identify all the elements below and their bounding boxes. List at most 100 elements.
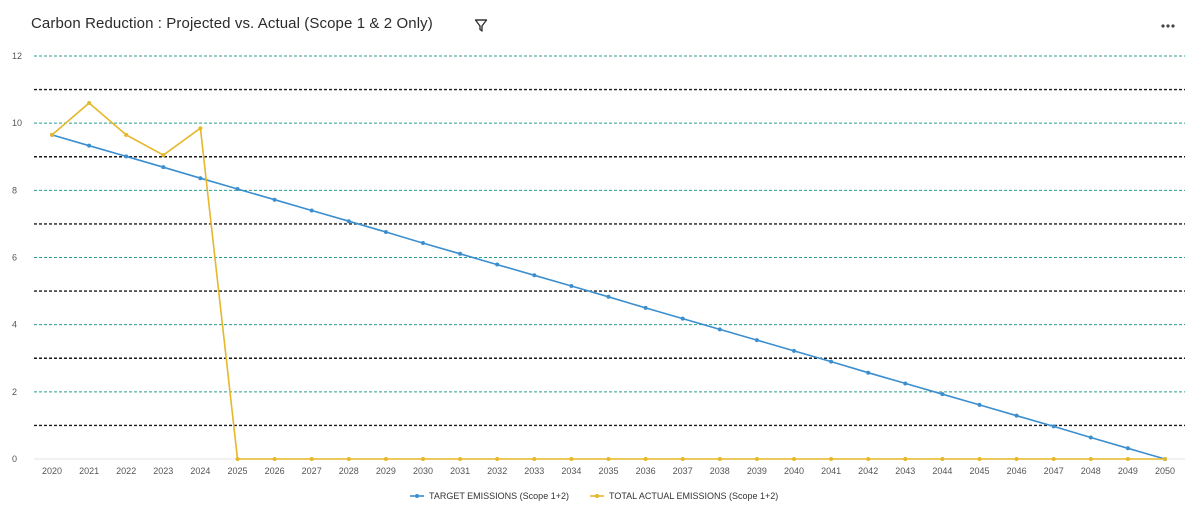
x-tick-label: 2048: [1081, 466, 1101, 476]
x-tick-label: 2030: [413, 466, 433, 476]
x-tick-label: 2041: [821, 466, 841, 476]
data-point: [458, 251, 463, 256]
data-point: [309, 457, 314, 461]
data-point: [977, 402, 982, 407]
data-point: [161, 165, 166, 170]
data-point: [1163, 457, 1167, 461]
data-point: [754, 457, 759, 461]
data-point: [161, 153, 166, 158]
data-point: [198, 176, 203, 181]
data-point: [680, 316, 685, 321]
series-line-2: [51, 102, 1165, 460]
data-point: [124, 154, 129, 159]
data-point: [272, 197, 277, 202]
y-tick-label: 6: [12, 253, 17, 263]
filter-icon[interactable]: [474, 17, 488, 33]
x-tick-label: 2031: [450, 466, 470, 476]
x-tick-label: 2038: [710, 466, 730, 476]
data-point: [829, 359, 834, 364]
data-point: [421, 241, 425, 246]
data-point: [792, 348, 796, 353]
y-tick-label: 0: [12, 454, 17, 464]
x-tick-label: 2033: [524, 466, 544, 476]
data-point: [1014, 457, 1019, 461]
data-point: [383, 457, 388, 461]
data-point: [1051, 457, 1056, 461]
legend-swatch-marker: [595, 494, 599, 498]
data-point: [717, 457, 722, 461]
data-point: [569, 457, 574, 461]
y-tick-label: 12: [12, 51, 22, 61]
data-point: [792, 457, 796, 461]
data-point: [235, 457, 240, 461]
x-tick-label: 2047: [1044, 466, 1064, 476]
chart-title: Carbon Reduction : Projected vs. Actual …: [31, 15, 433, 32]
x-tick-label: 2024: [190, 466, 210, 476]
x-tick-label: 2037: [673, 466, 693, 476]
data-point: [346, 219, 351, 224]
x-tick-label: 2025: [227, 466, 247, 476]
x-tick-label: 2027: [302, 466, 322, 476]
data-point: [495, 457, 500, 461]
data-point: [383, 229, 388, 234]
data-point: [866, 457, 871, 461]
data-point: [903, 457, 908, 461]
data-point: [272, 457, 277, 461]
data-point: [1014, 413, 1019, 418]
data-point: [680, 457, 685, 461]
data-point: [606, 294, 611, 299]
x-tick-label: 2020: [42, 466, 62, 476]
x-tick-label: 2029: [376, 466, 396, 476]
data-point: [903, 381, 908, 386]
data-point: [235, 186, 240, 191]
x-tick-label: 2028: [339, 466, 359, 476]
data-point: [643, 457, 648, 461]
data-point: [1088, 435, 1093, 440]
data-point: [346, 457, 351, 461]
data-point: [754, 338, 759, 343]
data-point: [421, 457, 425, 461]
x-tick-label: 2044: [932, 466, 952, 476]
y-tick-label: 10: [12, 118, 22, 128]
y-tick-label: 8: [12, 185, 17, 195]
data-point: [606, 457, 611, 461]
data-point: [1088, 457, 1093, 461]
data-point: [87, 101, 92, 106]
x-tick-label: 2034: [561, 466, 581, 476]
x-tick-label: 2022: [116, 466, 136, 476]
x-tick-label: 2021: [79, 466, 99, 476]
data-point: [977, 457, 982, 461]
more-options-icon[interactable]: [1156, 14, 1180, 34]
x-tick-label: 2043: [895, 466, 915, 476]
x-tick-label: 2045: [969, 466, 989, 476]
x-tick-label: 2040: [784, 466, 804, 476]
x-tick-label: 2046: [1007, 466, 1027, 476]
data-point: [532, 273, 537, 278]
data-point: [643, 305, 648, 310]
data-point: [532, 457, 537, 461]
x-tick-label: 2032: [487, 466, 507, 476]
data-point: [829, 457, 834, 461]
data-point: [198, 126, 203, 131]
x-tick-label: 2035: [598, 466, 618, 476]
x-tick-label: 2039: [747, 466, 767, 476]
data-point: [569, 284, 574, 289]
data-point: [940, 392, 945, 397]
chart-header: Carbon Reduction : Projected vs. Actual …: [0, 0, 1195, 52]
x-tick-label: 2026: [265, 466, 285, 476]
x-tick-label: 2049: [1118, 466, 1138, 476]
legend-label: TOTAL ACTUAL EMISSIONS (Scope 1+2): [609, 491, 778, 501]
data-point: [717, 327, 722, 332]
data-point: [50, 132, 54, 137]
data-point: [124, 132, 129, 137]
data-point: [309, 208, 314, 213]
x-tick-label: 2050: [1155, 466, 1175, 476]
data-point: [940, 457, 945, 461]
legend-label: TARGET EMISSIONS (Scope 1+2): [429, 491, 569, 501]
data-point: [1125, 446, 1130, 451]
x-tick-label: 2042: [858, 466, 878, 476]
y-tick-label: 2: [12, 387, 17, 397]
data-point: [87, 143, 92, 148]
